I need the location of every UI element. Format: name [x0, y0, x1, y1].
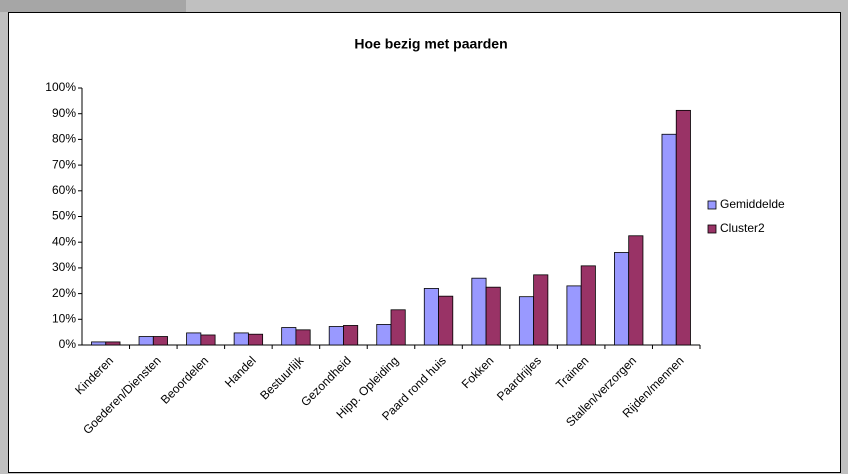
bar	[376, 324, 392, 346]
bar	[580, 265, 596, 346]
y-tick-label: 100%	[45, 80, 76, 94]
bar	[295, 329, 311, 346]
bar	[105, 341, 121, 346]
bar	[186, 332, 202, 346]
bar	[233, 332, 249, 346]
chart-area	[8, 12, 841, 473]
y-tick-label: 20%	[52, 286, 76, 300]
bar	[200, 334, 216, 346]
bar	[675, 109, 691, 346]
bar	[91, 341, 107, 346]
bar	[423, 288, 439, 346]
y-tick-label: 30%	[52, 260, 76, 274]
bar	[138, 336, 154, 346]
bar	[328, 326, 344, 346]
bar	[533, 274, 549, 346]
bar	[152, 336, 168, 346]
bar	[438, 295, 454, 346]
header-strip	[0, 0, 186, 12]
bar	[628, 235, 644, 346]
bar	[485, 286, 501, 346]
y-tick-label: 90%	[52, 106, 76, 120]
bar	[343, 325, 359, 346]
y-tick-label: 70%	[52, 157, 76, 171]
legend-label: Gemiddelde	[720, 197, 785, 211]
bar	[247, 333, 264, 346]
chart-title: Hoe bezig met paarden	[354, 36, 507, 52]
y-tick-label: 0%	[59, 337, 77, 351]
bar	[661, 133, 677, 346]
bar	[614, 252, 630, 346]
y-tick-label: 60%	[52, 183, 76, 197]
bar	[471, 277, 487, 346]
bar	[390, 309, 406, 346]
y-tick-label: 10%	[52, 311, 76, 325]
y-tick-label: 80%	[52, 132, 76, 146]
y-tick-label: 50%	[52, 209, 76, 223]
legend-swatch	[707, 224, 717, 234]
legend-label: Cluster2	[720, 221, 765, 235]
bar	[281, 327, 297, 346]
legend-swatch	[707, 200, 717, 210]
bar	[518, 296, 535, 346]
y-tick-label: 40%	[52, 234, 76, 248]
bar	[566, 285, 582, 346]
